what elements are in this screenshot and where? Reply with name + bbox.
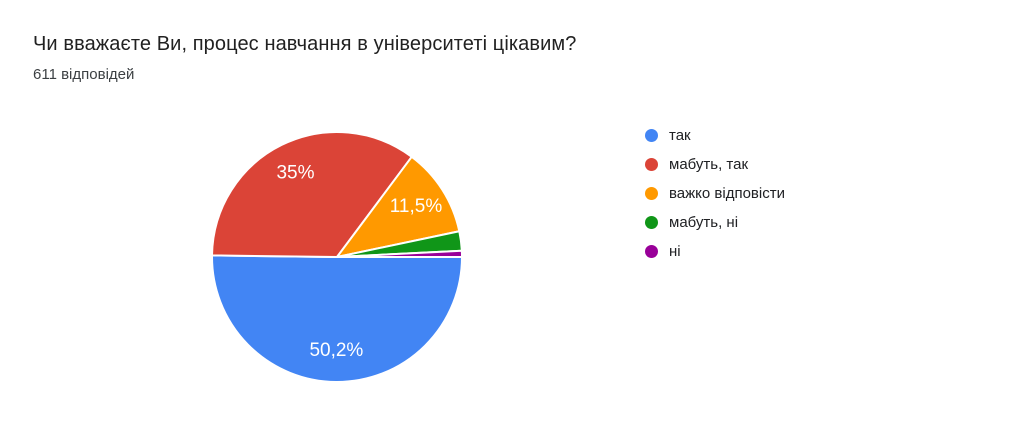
pie-slice-0[interactable] bbox=[211, 254, 463, 383]
legend-label: ні bbox=[669, 243, 681, 260]
legend-label: мабуть, так bbox=[669, 156, 749, 173]
legend-label: так bbox=[669, 127, 691, 144]
pie-slice-1[interactable] bbox=[211, 131, 413, 258]
legend-item-3: мабуть, ні bbox=[645, 208, 785, 237]
pie-slice-label-1: 35% bbox=[276, 162, 314, 183]
legend-dot-icon bbox=[645, 158, 658, 171]
chart-legend: так мабуть, так важко відповісти мабуть, ні… bbox=[645, 121, 785, 266]
legend-dot-icon bbox=[645, 187, 658, 200]
pie-chart: 50,2% 35% 11,5% bbox=[211, 131, 463, 383]
legend-dot-icon bbox=[645, 245, 658, 258]
pie-slice-2[interactable] bbox=[336, 155, 461, 258]
legend-item-1: мабуть, так bbox=[645, 150, 785, 179]
pie-slice-4[interactable] bbox=[336, 249, 463, 258]
legend-item-0: так bbox=[645, 121, 785, 150]
response-count: 611 відповідей bbox=[33, 66, 135, 83]
legend-item-4: ні bbox=[645, 237, 785, 266]
legend-item-2: важко відповісти bbox=[645, 179, 785, 208]
legend-label: важко відповісти bbox=[669, 185, 785, 202]
pie-slice-label-2: 11,5% bbox=[390, 196, 443, 217]
legend-label: мабуть, ні bbox=[669, 214, 739, 231]
pie-slice-label-0: 50,2% bbox=[309, 340, 363, 361]
legend-dot-icon bbox=[645, 129, 658, 142]
chart-title: Чи вважаєте Ви, процес навчання в універ… bbox=[33, 33, 577, 55]
legend-dot-icon bbox=[645, 216, 658, 229]
